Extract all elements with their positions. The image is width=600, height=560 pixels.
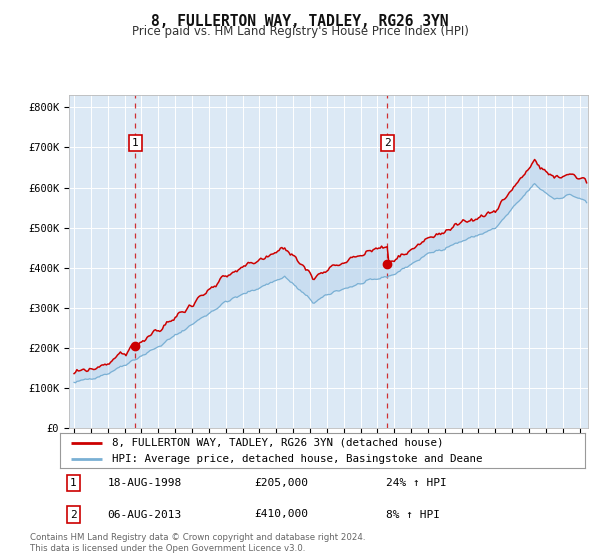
Text: 8, FULLERTON WAY, TADLEY, RG26 3YN: 8, FULLERTON WAY, TADLEY, RG26 3YN [151,14,449,29]
Text: 18-AUG-1998: 18-AUG-1998 [107,478,182,488]
Text: Price paid vs. HM Land Registry's House Price Index (HPI): Price paid vs. HM Land Registry's House … [131,25,469,38]
Text: 2: 2 [70,510,77,520]
Text: Contains HM Land Registry data © Crown copyright and database right 2024.
This d: Contains HM Land Registry data © Crown c… [30,533,365,553]
Text: 2: 2 [384,138,391,148]
Text: 1: 1 [70,478,77,488]
Text: 8, FULLERTON WAY, TADLEY, RG26 3YN (detached house): 8, FULLERTON WAY, TADLEY, RG26 3YN (deta… [113,437,444,447]
Text: 24% ↑ HPI: 24% ↑ HPI [386,478,446,488]
Text: £205,000: £205,000 [254,478,308,488]
Text: £410,000: £410,000 [254,510,308,520]
Text: 06-AUG-2013: 06-AUG-2013 [107,510,182,520]
Text: HPI: Average price, detached house, Basingstoke and Deane: HPI: Average price, detached house, Basi… [113,454,483,464]
Text: 8% ↑ HPI: 8% ↑ HPI [386,510,439,520]
Text: 1: 1 [132,138,139,148]
